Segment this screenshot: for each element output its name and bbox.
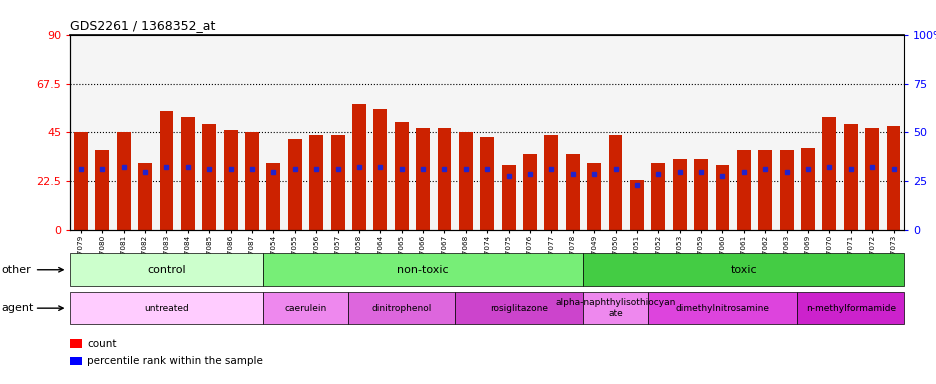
Text: percentile rank within the sample: percentile rank within the sample bbox=[87, 356, 263, 366]
Bar bbox=[736, 150, 750, 230]
Bar bbox=[287, 139, 301, 230]
Bar bbox=[416, 128, 430, 230]
Bar bbox=[651, 163, 665, 230]
Bar bbox=[843, 124, 856, 230]
Bar bbox=[757, 150, 771, 230]
Bar bbox=[779, 150, 793, 230]
Bar bbox=[672, 159, 686, 230]
Text: non-toxic: non-toxic bbox=[397, 265, 448, 275]
Bar bbox=[224, 130, 238, 230]
Text: control: control bbox=[147, 265, 185, 275]
Text: n-methylformamide: n-methylformamide bbox=[805, 304, 895, 313]
Bar bbox=[95, 150, 110, 230]
Bar bbox=[694, 159, 708, 230]
Bar bbox=[309, 135, 323, 230]
Bar bbox=[330, 135, 344, 230]
Text: dinitrophenol: dinitrophenol bbox=[372, 304, 431, 313]
Bar bbox=[565, 154, 579, 230]
Bar bbox=[159, 111, 173, 230]
Bar bbox=[544, 135, 558, 230]
Bar bbox=[715, 165, 728, 230]
Text: other: other bbox=[2, 265, 32, 275]
Bar bbox=[181, 117, 195, 230]
Bar bbox=[522, 154, 536, 230]
Bar bbox=[245, 132, 258, 230]
Text: GDS2261 / 1368352_at: GDS2261 / 1368352_at bbox=[70, 19, 215, 32]
Text: caerulein: caerulein bbox=[284, 304, 327, 313]
Bar bbox=[864, 128, 878, 230]
Bar bbox=[74, 132, 88, 230]
Bar bbox=[629, 180, 643, 230]
Bar bbox=[480, 137, 493, 230]
Text: dimethylnitrosamine: dimethylnitrosamine bbox=[675, 304, 768, 313]
Bar bbox=[117, 132, 130, 230]
Bar bbox=[266, 163, 280, 230]
Text: alpha-naphthylisothiocyan
ate: alpha-naphthylisothiocyan ate bbox=[555, 298, 675, 318]
Bar bbox=[800, 148, 814, 230]
Bar bbox=[352, 104, 365, 230]
Bar bbox=[587, 163, 601, 230]
Bar bbox=[437, 128, 451, 230]
Bar bbox=[459, 132, 473, 230]
Bar bbox=[885, 126, 899, 230]
Bar bbox=[608, 135, 622, 230]
Bar bbox=[822, 117, 836, 230]
Bar bbox=[394, 122, 408, 230]
Text: toxic: toxic bbox=[730, 265, 756, 275]
Bar bbox=[501, 165, 515, 230]
Text: rosiglitazone: rosiglitazone bbox=[490, 304, 548, 313]
Text: untreated: untreated bbox=[144, 304, 189, 313]
Text: count: count bbox=[87, 339, 116, 349]
Text: agent: agent bbox=[2, 303, 35, 313]
Bar bbox=[202, 124, 216, 230]
Bar bbox=[373, 109, 387, 230]
Bar bbox=[138, 163, 152, 230]
